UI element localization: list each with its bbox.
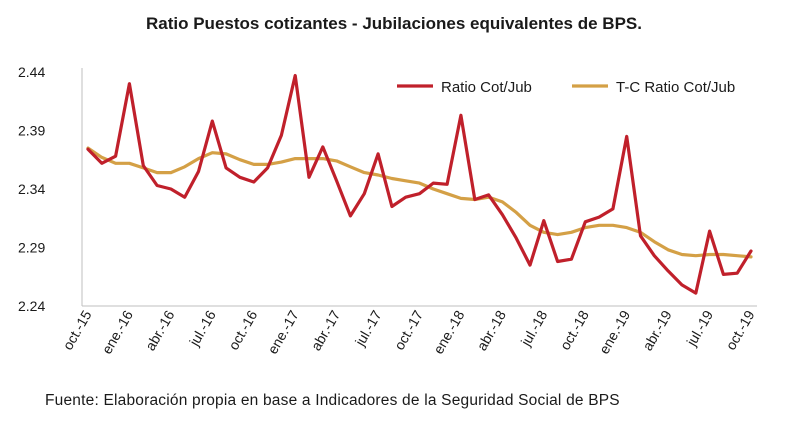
- x-tick-label: jul.-19: [683, 307, 717, 349]
- y-tick-label: 2.44: [18, 64, 45, 80]
- x-tick-label: abr.-17: [308, 307, 344, 353]
- y-tick-label: 2.39: [18, 123, 45, 139]
- legend-label: T-C Ratio Cot/Jub: [616, 79, 735, 96]
- legend-label: Ratio Cot/Jub: [441, 79, 532, 96]
- x-tick-label: oct.-16: [225, 307, 260, 352]
- y-tick-label: 2.29: [18, 240, 45, 256]
- x-tick-label: abr.-19: [639, 307, 675, 353]
- x-tick-label: ene.-19: [596, 307, 634, 356]
- x-tick-label: ene.-18: [430, 307, 468, 356]
- x-tick-label: oct.-19: [722, 307, 757, 352]
- x-tick-label: ene.-16: [98, 307, 136, 356]
- x-tick-label: oct.-17: [391, 307, 426, 352]
- series-line-ratio-cot-jub: [86, 73, 753, 295]
- legend: Ratio Cot/Jub T-C Ratio Cot/Jub: [397, 79, 735, 96]
- y-tick-label: 2.24: [18, 298, 45, 314]
- x-tick-label: jul.-16: [185, 307, 219, 349]
- chart-axes: [81, 68, 757, 307]
- x-tick-label: jul.-18: [517, 307, 551, 349]
- y-axis-ticks: 2.44 2.39 2.34 2.29 2.24: [18, 64, 45, 314]
- x-tick-label: abr.-18: [473, 307, 509, 353]
- x-tick-label: abr.-16: [142, 307, 178, 353]
- series-line-t-c-ratio-cot-jub: [86, 146, 753, 259]
- x-tick-label: jul.-17: [351, 307, 385, 349]
- x-axis-ticks: oct.-15 ene.-16 abr.-16 jul.-16 oct.-16 ene.-…: [59, 307, 757, 356]
- x-tick-label: oct.-18: [557, 307, 592, 352]
- source-note: Fuente: Elaboración propia en base a Ind…: [45, 392, 620, 409]
- y-tick-label: 2.34: [18, 181, 45, 197]
- x-tick-label: oct.-15: [59, 307, 94, 352]
- chart-title: Ratio Puestos cotizantes - Jubilaciones …: [146, 14, 642, 33]
- series-lines: [86, 73, 753, 295]
- x-tick-label: ene.-17: [264, 307, 302, 356]
